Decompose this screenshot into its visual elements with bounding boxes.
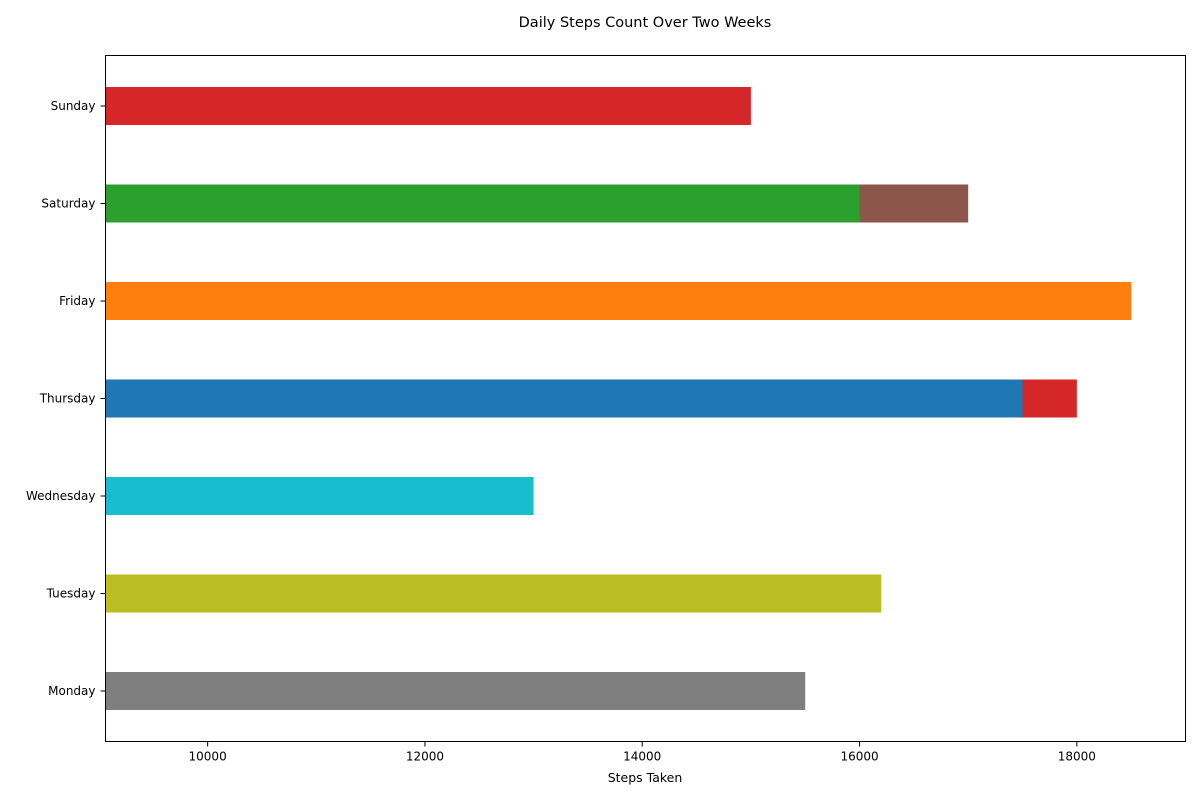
bars-layer [105,87,1132,710]
bar-wednesday-2 [105,477,534,515]
bar-sunday-8 [105,87,751,125]
y-tick-label-thursday: Thursday [39,392,96,406]
bar-tuesday-1 [105,574,882,613]
x-tick-label: 16000 [840,750,878,764]
ticks-layer: 10000 12000 14000 16000 18000 Monday Tuesday We… [26,99,1096,764]
plot-area-frame [105,55,1186,742]
x-tick-label: 18000 [1058,750,1096,764]
x-tick-label: 10000 [189,750,227,764]
x-axis-label: Steps Taken [608,770,683,785]
x-tick-label: 12000 [406,750,444,764]
y-tick-label-monday: Monday [48,684,95,698]
bar-friday-5 [105,282,1132,320]
y-tick-label-wednesday: Wednesday [26,489,95,503]
y-tick-label-friday: Friday [59,294,95,308]
x-tick-label: 14000 [623,750,661,764]
bar-thursday-4 [105,379,1023,418]
y-tick-label-saturday: Saturday [41,197,95,211]
bar-saturday-7 [105,184,860,223]
chart-title: Daily Steps Count Over Two Weeks [519,15,772,31]
y-tick-label-sunday: Sunday [51,99,96,113]
y-tick-label-tuesday: Tuesday [46,587,96,601]
bar-monday-0 [105,672,806,710]
